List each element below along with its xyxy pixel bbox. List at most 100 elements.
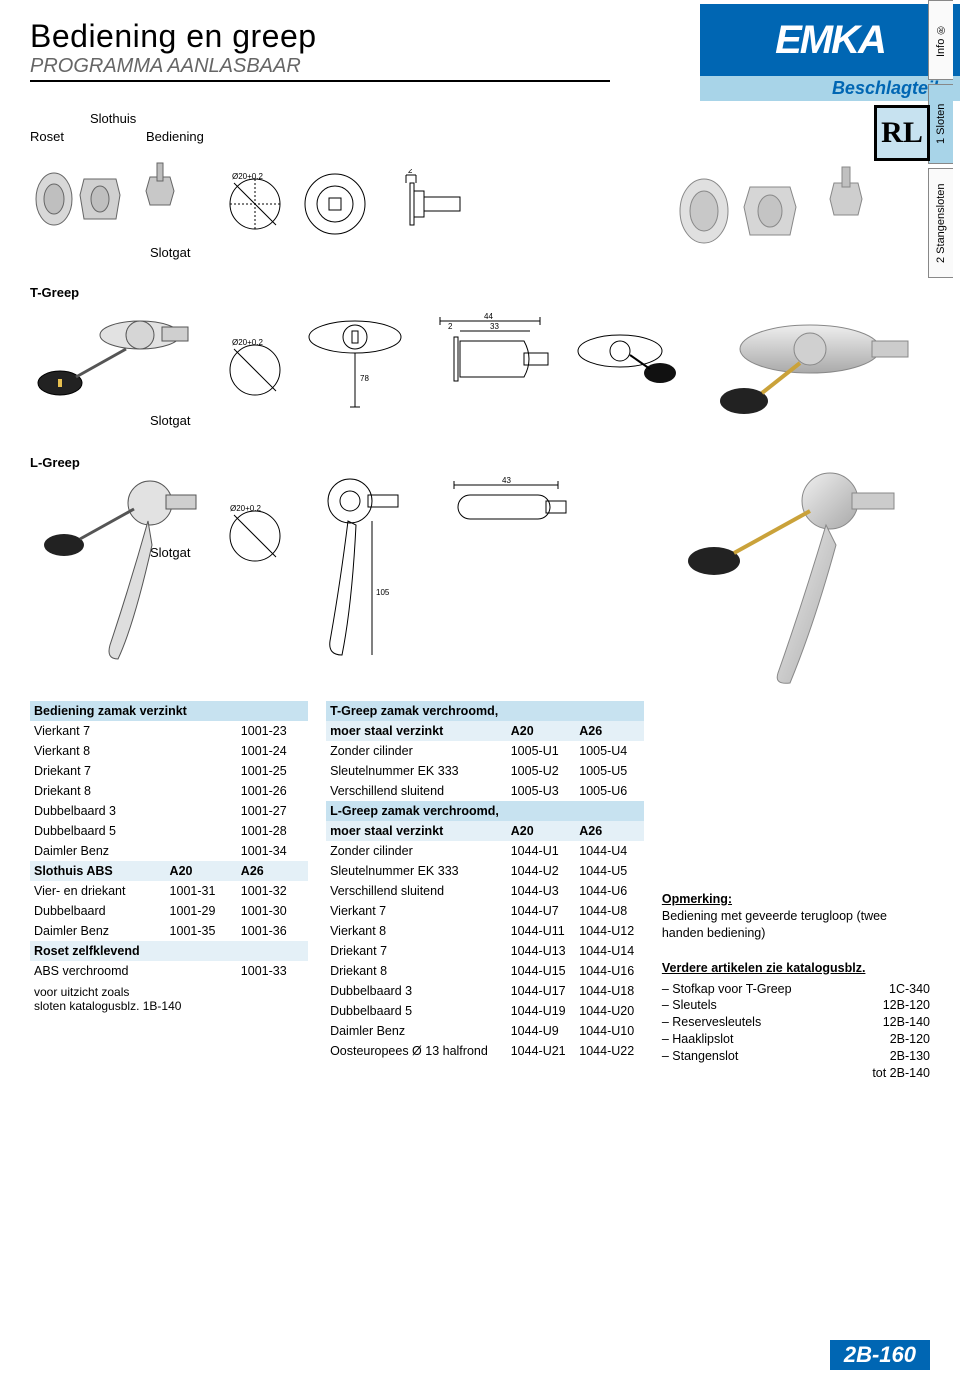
note-ref: 12B-140 [883, 1014, 930, 1031]
table-row: Dubbelbaard 51001-28 [30, 821, 308, 841]
tbl2-sub1-1: A20 [507, 721, 576, 741]
tbl2-sub1-2: A26 [575, 721, 644, 741]
cell: 1005-U1 [507, 741, 576, 761]
cell: Dubbelbaard 5 [30, 821, 237, 841]
tab-stangensloten[interactable]: 2 Stangensloten [928, 168, 953, 278]
list-item: – Haaklipslot2B-120 [662, 1031, 930, 1048]
tbl2-sub2-1: A20 [507, 821, 576, 841]
tbl2-sub2-0: moer staal verzinkt [326, 821, 507, 841]
cell: 1001-25 [237, 761, 308, 781]
note-label: – Reservesleutels [662, 1014, 761, 1031]
roset-rendered-icon [670, 159, 890, 259]
cell: Daimler Benz [30, 841, 237, 861]
cell: 1001-31 [166, 881, 237, 901]
tbl1-sub-0: Slothuis ABS [30, 861, 166, 881]
notes-list-head: Verdere artikelen zie katalogusblz. [662, 960, 930, 977]
diagram-area: RL Roset Slothuis Bediening Slotgat Ø20+… [30, 115, 930, 685]
cell: 1044-U22 [575, 1041, 644, 1061]
lgreep-iso-icon [30, 475, 210, 675]
cell: Zonder cilinder [326, 741, 507, 761]
note-ref: 12B-120 [883, 997, 930, 1014]
tbl1-footnote: voor uitzicht zoals sloten katalogusblz.… [30, 981, 308, 1016]
table-row: Zonder cilinder1005-U11005-U4 [326, 741, 644, 761]
svg-text:2: 2 [448, 322, 453, 331]
tbl2-sub1-0: moer staal verzinkt [326, 721, 507, 741]
cell: Driekant 7 [30, 761, 237, 781]
page-subtitle: PROGRAMMA AANLASBAAR [30, 55, 700, 78]
table-row: Oosteuropees Ø 13 halfrond1044-U211044-U… [326, 1041, 644, 1061]
cell: 1001-32 [237, 881, 308, 901]
logo-block: EMKA Beschlagteile [700, 0, 960, 101]
table-row: Dubbelbaard1001-291001-30 [30, 901, 308, 921]
cell: Verschillend sluitend [326, 781, 507, 801]
logo-tagline: Beschlagteile [700, 76, 960, 101]
list-item: tot 2B-140 [662, 1065, 930, 1082]
opm-text: Bediening met geveerde terugloop (twee h… [662, 908, 930, 942]
label-slotgat2: Slotgat [150, 413, 190, 428]
table-row: Driekant 71044-U131044-U14 [326, 941, 644, 961]
table-row: Vierkant 81001-24 [30, 741, 308, 761]
svg-text:78: 78 [360, 374, 369, 383]
page-number: 2B-160 [830, 1340, 930, 1370]
cell: 1044-U1 [507, 841, 576, 861]
cell: 1044-U20 [575, 1001, 644, 1021]
label-slotgat1: Slotgat [150, 245, 190, 260]
cell: Vier- en driekant [30, 881, 166, 901]
table-greep: T-Greep zamak verchroomd, moer staal ver… [326, 701, 644, 1061]
table-row: Vierkant 81044-U111044-U12 [326, 921, 644, 941]
label-slothuis: Slothuis [90, 111, 136, 126]
label-bediening: Bediening [146, 129, 204, 144]
svg-text:44: 44 [484, 312, 493, 321]
tgreep-front-icon: 78 [300, 311, 410, 421]
cell: 1044-U9 [507, 1021, 576, 1041]
table-row: Dubbelbaard 31001-27 [30, 801, 308, 821]
table-row: Daimler Benz1044-U91044-U10 [326, 1021, 644, 1041]
table-row: Daimler Benz1001-351001-36 [30, 921, 308, 941]
cell: 1001-30 [237, 901, 308, 921]
cell: 1005-U4 [575, 741, 644, 761]
cell: 1044-U16 [575, 961, 644, 981]
note-label: – Sleutels [662, 997, 717, 1014]
tab-info-label: Info [935, 38, 947, 56]
tgreep-rendered-icon [700, 305, 920, 425]
note-label: – Stofkap voor T-Greep [662, 981, 792, 998]
tgreep-side-icon: 44 33 2 [420, 311, 560, 421]
cell: Daimler Benz [326, 1021, 507, 1041]
cell: Driekant 8 [326, 961, 507, 981]
tgreep-key-icon [570, 325, 680, 405]
page-title: Bediening en greep [30, 18, 700, 55]
cell [166, 961, 237, 981]
table-bediening: Bediening zamak verzinkt Vierkant 71001-… [30, 701, 308, 1016]
lgreep-rendered-icon [670, 465, 920, 685]
table-row: Vier- en driekant1001-311001-32 [30, 881, 308, 901]
svg-text:43: 43 [502, 476, 511, 485]
cell: 1001-33 [237, 961, 308, 981]
notes-column: Opmerking: Bediening met geveerde terugl… [662, 701, 930, 1082]
table-row: Dubbelbaard 51044-U191044-U20 [326, 1001, 644, 1021]
table-row: Driekant 81044-U151044-U16 [326, 961, 644, 981]
cell: 1001-29 [166, 901, 237, 921]
cell: 1001-24 [237, 741, 308, 761]
tab-sloten[interactable]: 1 Sloten [928, 84, 953, 164]
cell: 1005-U6 [575, 781, 644, 801]
label-roset: Roset [30, 129, 64, 144]
cell: 1044-U8 [575, 901, 644, 921]
tables-row: Bediening zamak verzinkt Vierkant 71001-… [0, 695, 960, 1082]
cell: 1005-U3 [507, 781, 576, 801]
cell: 1044-U4 [575, 841, 644, 861]
table-row: Driekant 71001-25 [30, 761, 308, 781]
table-row: Sleutelnummer EK 3331005-U21005-U5 [326, 761, 644, 781]
lgreep-top-icon: 43 [434, 475, 574, 535]
cell: 1044-U13 [507, 941, 576, 961]
tbl2-header2: L-Greep zamak verchroomd, [326, 801, 644, 821]
cell: Sleutelnummer EK 333 [326, 861, 507, 881]
tab-info[interactable]: Info ® [928, 0, 953, 80]
roset-front-icon [300, 169, 370, 239]
cell: 1044-U12 [575, 921, 644, 941]
table-row: Vierkant 71001-23 [30, 721, 308, 741]
svg-text:105: 105 [376, 588, 390, 597]
note-ref: tot 2B-140 [872, 1065, 930, 1082]
cell: ABS verchroomd [30, 961, 166, 981]
cell: Driekant 7 [326, 941, 507, 961]
cell: 1044-U3 [507, 881, 576, 901]
